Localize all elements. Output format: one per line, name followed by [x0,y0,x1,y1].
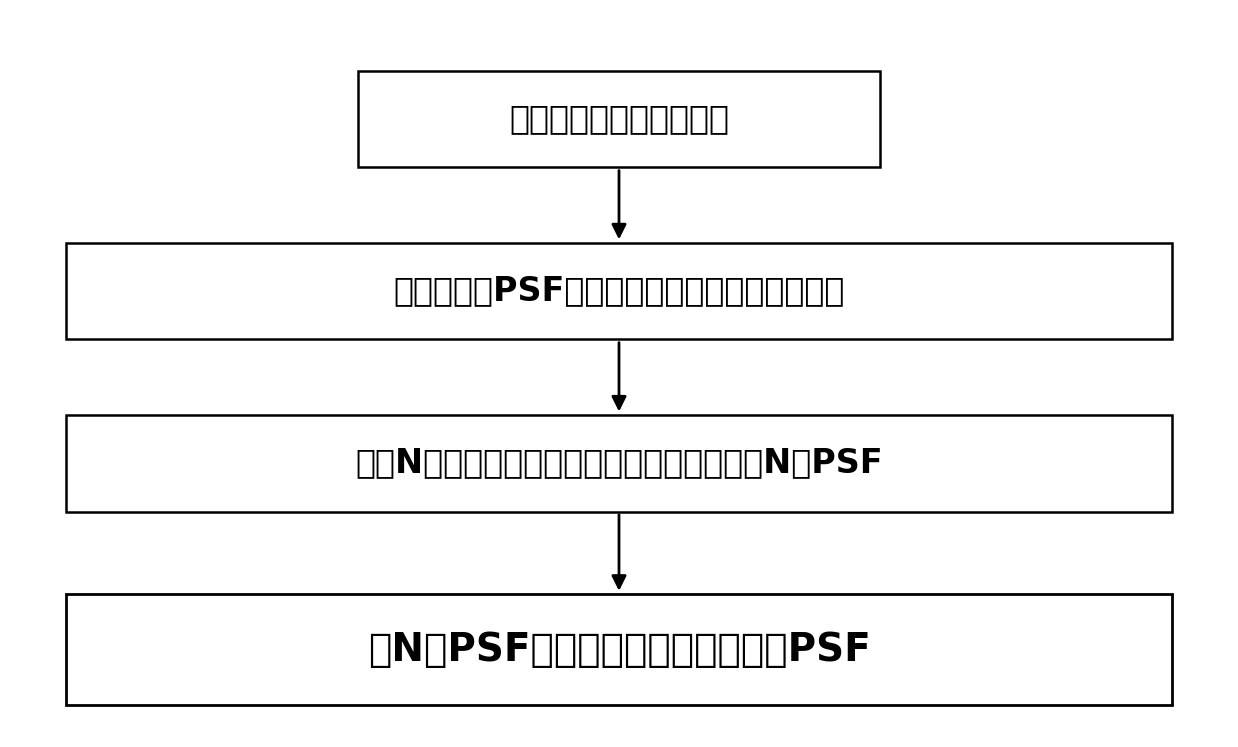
Text: 将N个PSF融合得到简单透镜最终的PSF: 将N个PSF融合得到简单透镜最终的PSF [368,630,870,669]
Bar [67,594,1171,705]
Text: 采用N种不同的简单透镜模糊核先验，估计出N个PSF: 采用N种不同的简单透镜模糊核先验，估计出N个PSF [355,447,883,480]
Bar [358,70,880,167]
Bar [67,415,1171,512]
Text: 将简单透镜PSF估计转换成盲卷积图像复原问题: 将简单透镜PSF估计转换成盲卷积图像复原问题 [394,275,844,308]
Bar [67,243,1171,339]
Text: 用简单透镜拍摄模糊图像: 用简单透镜拍摄模糊图像 [509,102,729,135]
